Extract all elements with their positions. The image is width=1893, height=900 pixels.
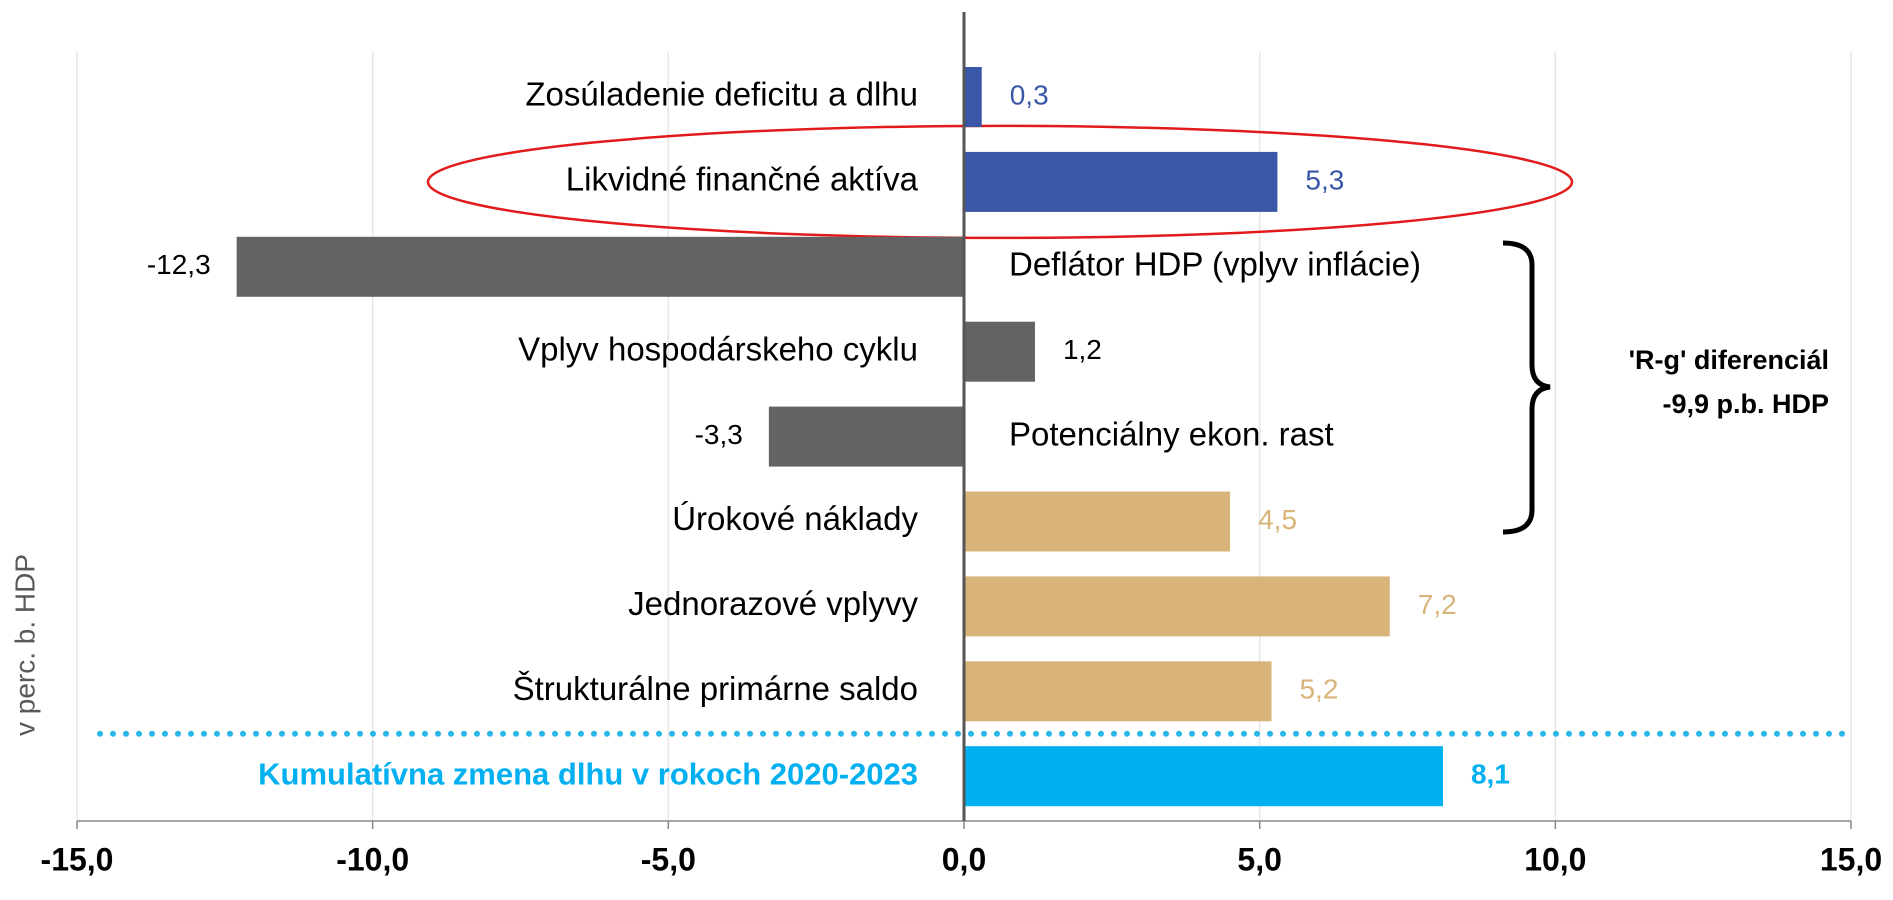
value-label: 0,3 (1010, 79, 1049, 110)
category-label: Potenciálny ekon. rast (1009, 415, 1334, 452)
bar (768, 406, 964, 467)
annotation: 'R-g' diferenciál (1629, 345, 1829, 375)
value-label: -12,3 (147, 249, 211, 280)
bar (964, 67, 982, 127)
category-label: Deflátor HDP (vplyv inflácie) (1009, 246, 1421, 283)
category-label: Úrokové náklady (672, 500, 918, 537)
x-tick-label: 5,0 (1237, 841, 1281, 877)
category-label: Zosúladenie deficitu a dlhu (525, 76, 918, 113)
value-label: 4,5 (1258, 504, 1297, 535)
annotation: -9,9 p.b. HDP (1662, 389, 1829, 419)
x-tick-label: 10,0 (1524, 841, 1586, 877)
category-label: Štrukturálne primárne saldo (513, 670, 918, 707)
bar (964, 491, 1231, 552)
x-tick-label: 0,0 (942, 841, 986, 877)
y-axis-label: v perc. b. HDP (9, 554, 40, 736)
x-tick-label: 15,0 (1820, 841, 1882, 877)
category-label: Vplyv hospodárskeho cyklu (518, 330, 918, 367)
bar (236, 236, 964, 297)
bar (964, 321, 1035, 382)
x-tick-label: -10,0 (336, 841, 409, 877)
highlight-ellipse (426, 124, 1574, 240)
category-label: Likvidné finančné aktíva (566, 161, 919, 198)
category-label: Kumulatívna zmena dlhu v rokoch 2020-202… (258, 756, 918, 791)
value-label: -3,3 (695, 419, 743, 450)
bar (964, 151, 1278, 212)
value-label: 5,2 (1299, 674, 1338, 705)
value-label: 7,2 (1418, 589, 1457, 620)
bar (964, 746, 1443, 807)
value-label: 1,2 (1063, 334, 1102, 365)
bracket (1502, 240, 1551, 535)
bar (964, 576, 1390, 637)
x-tick-label: -5,0 (641, 841, 696, 877)
x-tick-label: -15,0 (41, 841, 114, 877)
bar (964, 661, 1272, 722)
value-label: 8,1 (1471, 759, 1510, 790)
value-label: 5,3 (1305, 164, 1344, 195)
category-label: Jednorazové vplyvy (628, 585, 918, 622)
